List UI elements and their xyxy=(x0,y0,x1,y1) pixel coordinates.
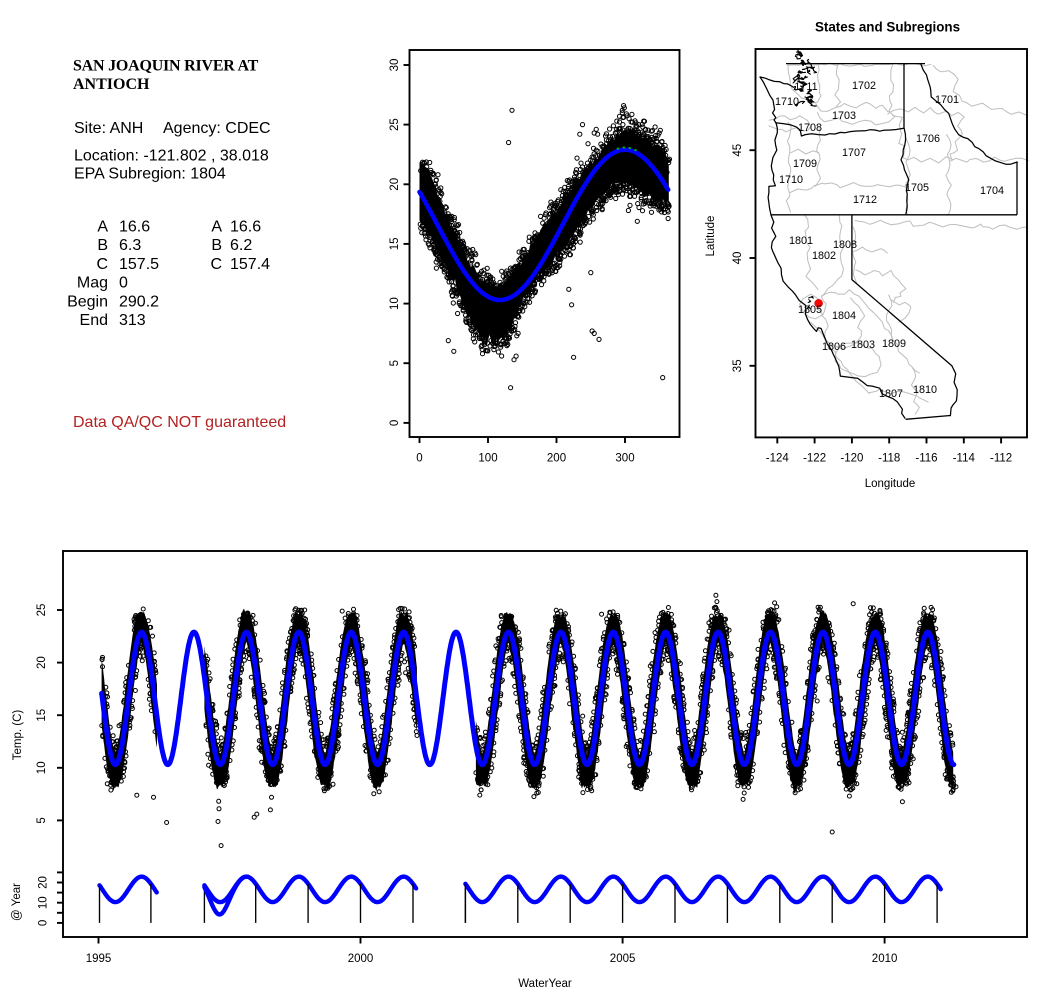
svg-text:0: 0 xyxy=(38,920,50,926)
svg-text:-112: -112 xyxy=(990,453,1012,465)
svg-text:-116: -116 xyxy=(915,453,937,465)
svg-text:30: 30 xyxy=(389,59,401,72)
svg-text:6.2: 6.2 xyxy=(230,237,252,254)
svg-text:1807: 1807 xyxy=(879,388,903,400)
svg-text:157.4: 157.4 xyxy=(230,256,270,273)
svg-text:1710: 1710 xyxy=(775,96,799,108)
svg-text:SAN JOAQUIN RIVER AT: SAN JOAQUIN RIVER AT xyxy=(73,58,259,75)
svg-text:C: C xyxy=(210,256,222,273)
svg-text:1801: 1801 xyxy=(789,235,813,247)
svg-text:Site: ANH: Site: ANH xyxy=(74,120,143,137)
svg-text:20: 20 xyxy=(36,656,48,669)
svg-text:Longitude: Longitude xyxy=(865,478,916,490)
svg-text:1803: 1803 xyxy=(851,339,875,351)
svg-text:1712: 1712 xyxy=(853,194,877,206)
svg-text:16.6: 16.6 xyxy=(230,219,261,236)
svg-text:1802: 1802 xyxy=(812,250,836,262)
svg-text:10: 10 xyxy=(38,896,50,909)
svg-text:1708: 1708 xyxy=(798,122,822,134)
svg-text:Latitude: Latitude xyxy=(705,216,717,257)
svg-text:1702: 1702 xyxy=(852,80,876,92)
svg-text:-118: -118 xyxy=(878,453,900,465)
svg-text:313: 313 xyxy=(119,312,146,329)
svg-text:Agency: CDEC: Agency: CDEC xyxy=(163,120,271,137)
svg-text:1711: 1711 xyxy=(794,81,817,93)
svg-text:1806: 1806 xyxy=(822,341,846,353)
svg-text:-120: -120 xyxy=(840,453,863,465)
svg-text:5: 5 xyxy=(36,817,48,823)
svg-text:2010: 2010 xyxy=(872,953,898,965)
svg-text:6.3: 6.3 xyxy=(119,237,141,254)
svg-text:A: A xyxy=(211,219,222,236)
svg-text:2000: 2000 xyxy=(348,953,374,965)
svg-text:B: B xyxy=(211,237,222,254)
svg-text:20: 20 xyxy=(38,876,50,889)
svg-text:ANTIOCH: ANTIOCH xyxy=(73,76,150,93)
svg-text:0: 0 xyxy=(389,420,401,426)
svg-text:35: 35 xyxy=(732,359,744,372)
svg-text:1808: 1808 xyxy=(833,239,857,251)
svg-text:1701: 1701 xyxy=(935,94,959,106)
svg-text:EPA Subregion: 1804: EPA Subregion: 1804 xyxy=(74,166,226,183)
svg-text:-122: -122 xyxy=(803,453,826,465)
svg-text:25: 25 xyxy=(36,604,48,617)
svg-text:15: 15 xyxy=(36,709,48,722)
svg-text:Temp. (C): Temp. (C) xyxy=(12,710,24,761)
svg-text:0: 0 xyxy=(416,453,422,465)
svg-text:A: A xyxy=(97,219,108,236)
svg-text:200: 200 xyxy=(547,453,566,465)
svg-text:1705: 1705 xyxy=(905,182,929,194)
svg-text:25: 25 xyxy=(389,118,401,131)
svg-text:End: End xyxy=(80,312,108,329)
svg-text:@ Year: @ Year xyxy=(11,883,23,921)
svg-text:5: 5 xyxy=(389,360,401,366)
svg-text:1995: 1995 xyxy=(86,953,112,965)
svg-text:C: C xyxy=(96,256,108,273)
svg-text:20: 20 xyxy=(389,178,401,191)
svg-text:B: B xyxy=(97,237,108,254)
svg-text:45: 45 xyxy=(732,144,744,157)
svg-text:Begin: Begin xyxy=(67,293,108,310)
svg-text:1707: 1707 xyxy=(842,147,866,159)
svg-text:Location: -121.802 , 38.018: Location: -121.802 , 38.018 xyxy=(74,148,269,165)
svg-text:10: 10 xyxy=(36,761,48,774)
svg-text:100: 100 xyxy=(478,453,497,465)
svg-text:Mag: Mag xyxy=(77,275,108,292)
svg-text:290.2: 290.2 xyxy=(119,293,159,310)
svg-text:1706: 1706 xyxy=(916,133,940,145)
svg-text:1804: 1804 xyxy=(832,310,856,322)
svg-text:300: 300 xyxy=(615,453,634,465)
svg-text:40: 40 xyxy=(732,252,744,265)
svg-text:1709: 1709 xyxy=(793,158,817,170)
svg-text:2005: 2005 xyxy=(610,953,636,965)
svg-text:WaterYear: WaterYear xyxy=(518,978,572,990)
svg-text:-124: -124 xyxy=(766,453,790,465)
svg-text:1805: 1805 xyxy=(798,304,822,316)
svg-text:1710: 1710 xyxy=(779,174,803,186)
svg-text:1809: 1809 xyxy=(882,338,906,350)
svg-text:157.5: 157.5 xyxy=(119,256,159,273)
svg-text:Data QA/QC NOT guaranteed: Data QA/QC NOT guaranteed xyxy=(73,414,286,431)
svg-text:16.6: 16.6 xyxy=(119,219,150,236)
svg-text:States and Subregions: States and Subregions xyxy=(815,20,960,35)
svg-text:15: 15 xyxy=(389,238,401,251)
svg-text:1703: 1703 xyxy=(832,110,856,122)
svg-text:-114: -114 xyxy=(953,453,976,465)
svg-text:1810: 1810 xyxy=(913,384,937,396)
svg-text:0: 0 xyxy=(119,275,128,292)
svg-text:10: 10 xyxy=(389,297,401,310)
svg-text:1704: 1704 xyxy=(980,185,1004,197)
